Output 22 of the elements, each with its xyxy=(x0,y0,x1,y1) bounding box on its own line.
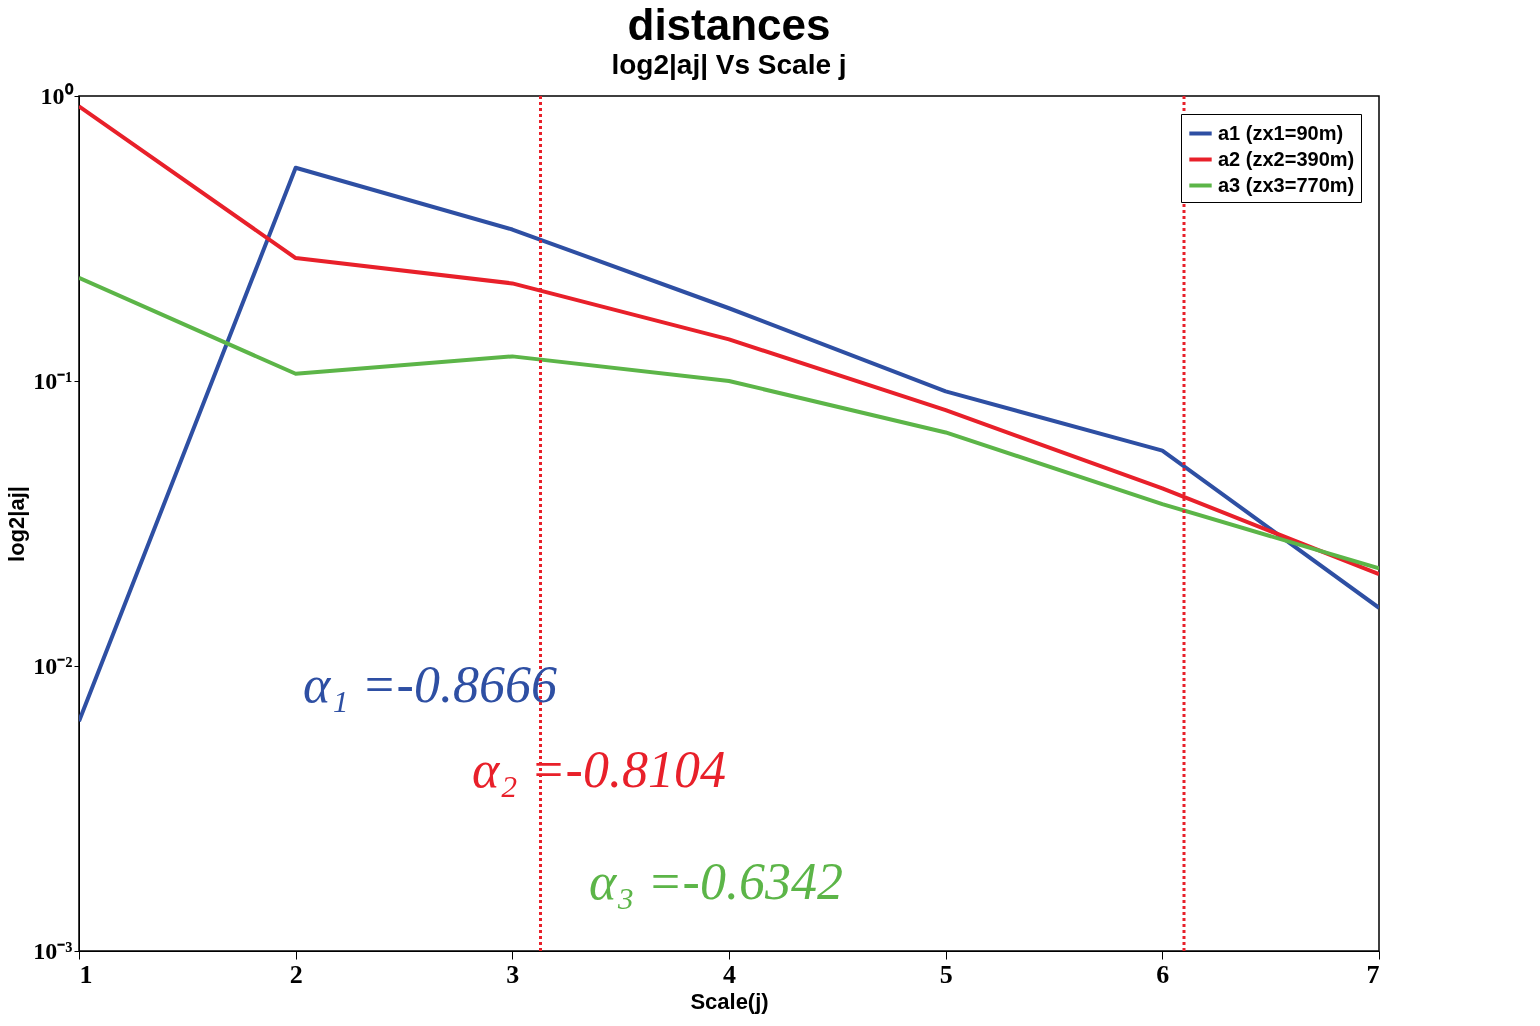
legend-label: a3 (zx3=770m) xyxy=(1218,173,1355,196)
x-tick-label: 6 xyxy=(1156,959,1170,989)
y-tick-label: 10⁻³ xyxy=(33,937,73,964)
y-tick-label: 10⁻² xyxy=(33,652,73,679)
annotation: α₁ =-0.8666 xyxy=(303,655,557,713)
legend-label: a2 (zx2=390m) xyxy=(1218,147,1355,170)
legend-label: a1 (zx1=90m) xyxy=(1218,121,1344,144)
annotation: α₃ =-0.6342 xyxy=(589,852,843,910)
x-tick-label: 3 xyxy=(506,959,520,989)
y-tick-label: 10⁻¹ xyxy=(33,367,73,394)
chart-subtitle: log2|aj| Vs Scale j xyxy=(611,49,847,80)
x-tick-label: 2 xyxy=(289,959,303,989)
annotation: α₂ =-0.8104 xyxy=(472,741,726,799)
chart-title: distances xyxy=(627,0,831,49)
line-series xyxy=(79,275,1379,571)
x-tick-label: 4 xyxy=(723,959,736,989)
x-tick-label: 1 xyxy=(79,959,93,989)
x-axis-title: Scale(j) xyxy=(690,988,769,1014)
x-tick-label: 7 xyxy=(1366,959,1380,989)
x-tick-label: 5 xyxy=(939,959,953,989)
y-axis-title: log2|aj| xyxy=(4,486,30,562)
y-tick-label: 10⁰ xyxy=(40,82,74,109)
